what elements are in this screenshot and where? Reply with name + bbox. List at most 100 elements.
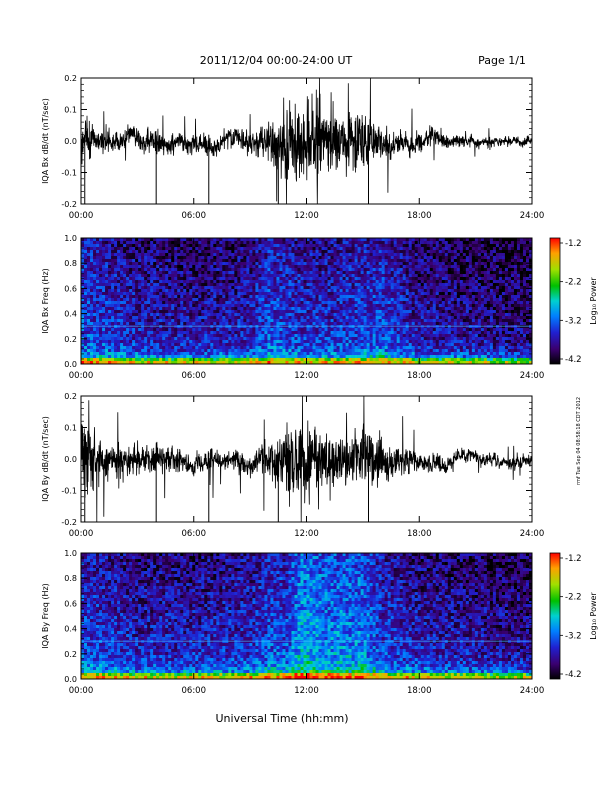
- heatmap-cell: [93, 328, 97, 332]
- heatmap-cell: [111, 325, 115, 329]
- heatmap-cell: [231, 319, 235, 323]
- heatmap-cell: [198, 256, 202, 260]
- heatmap-cell: [267, 352, 271, 356]
- heatmap-cell: [201, 355, 205, 359]
- heatmap-cell: [204, 334, 208, 338]
- heatmap-cell: [150, 322, 154, 326]
- heatmap-cell: [219, 337, 223, 341]
- heatmap-cell: [234, 250, 238, 254]
- heatmap-cell: [429, 247, 434, 251]
- heatmap-cell: [249, 241, 253, 245]
- heatmap-cell: [363, 298, 367, 302]
- heatmap-cell: [159, 313, 163, 317]
- heatmap-cell: [126, 319, 130, 323]
- heatmap-cell: [252, 334, 256, 338]
- heatmap-cell: [375, 346, 379, 350]
- heatmap-cell: [396, 253, 401, 257]
- heatmap-cell: [426, 271, 431, 275]
- heatmap-cell: [276, 319, 280, 323]
- heatmap-cell: [282, 334, 286, 338]
- heatmap-cell: [411, 244, 416, 248]
- heatmap-cell: [345, 277, 349, 281]
- heatmap-cell: [414, 295, 419, 299]
- heatmap-cell: [180, 301, 184, 305]
- heatmap-cell: [141, 301, 145, 305]
- heatmap-cell: [189, 319, 193, 323]
- heatmap-cell: [372, 271, 376, 275]
- heatmap-cell: [348, 349, 352, 353]
- heatmap-cell: [84, 307, 88, 311]
- heatmap-cell: [264, 331, 268, 335]
- heatmap-cell: [81, 358, 85, 362]
- heatmap-cell: [189, 334, 193, 338]
- heatmap-cell: [219, 286, 223, 290]
- heatmap-cell: [87, 250, 91, 254]
- heatmap-cell: [123, 301, 127, 305]
- heatmap-cell: [156, 265, 160, 269]
- heatmap-cell: [240, 304, 244, 308]
- heatmap-cell: [276, 346, 280, 350]
- heatmap-cell: [375, 265, 379, 269]
- heatmap-cell: [261, 316, 265, 320]
- heatmap-cell: [390, 289, 394, 293]
- heatmap-cell: [306, 280, 310, 284]
- heatmap-cell: [420, 256, 425, 260]
- heatmap-cell: [255, 274, 259, 278]
- heatmap-cell: [396, 259, 401, 263]
- heatmap-cell: [111, 343, 115, 347]
- heatmap-cell: [111, 316, 115, 320]
- heatmap-cell: [369, 238, 373, 242]
- heatmap-cell: [183, 283, 187, 287]
- heatmap-cell: [261, 280, 265, 284]
- heatmap-cell: [300, 361, 304, 365]
- heatmap-cell: [372, 361, 376, 365]
- heatmap-cell: [159, 346, 163, 350]
- heatmap-cell: [345, 340, 349, 344]
- heatmap-cell: [366, 298, 370, 302]
- heatmap-cell: [237, 313, 241, 317]
- heatmap-cell: [186, 355, 190, 359]
- heatmap-cell: [288, 328, 292, 332]
- heatmap-cell: [306, 325, 310, 329]
- heatmap-cell: [120, 331, 124, 335]
- heatmap-cell: [366, 265, 370, 269]
- heatmap-cell: [345, 295, 349, 299]
- heatmap-cell: [96, 355, 100, 359]
- heatmap-cell: [264, 268, 268, 272]
- heatmap-cell: [279, 343, 283, 347]
- heatmap-cell: [219, 250, 223, 254]
- heatmap-cell: [156, 307, 160, 311]
- heatmap-cell: [351, 268, 355, 272]
- heatmap-cell: [240, 301, 244, 305]
- heatmap-cell: [399, 295, 404, 299]
- heatmap-cell: [303, 280, 307, 284]
- heatmap-cell: [294, 331, 298, 335]
- heatmap-cell: [216, 286, 220, 290]
- heatmap-cell: [348, 334, 352, 338]
- heatmap-cell: [303, 328, 307, 332]
- heatmap-cell: [180, 298, 184, 302]
- heatmap-cell: [192, 274, 196, 278]
- heatmap-cell: [210, 259, 214, 263]
- heatmap-cell: [228, 322, 232, 326]
- heatmap-cell: [252, 331, 256, 335]
- heatmap-cell: [402, 337, 407, 341]
- heatmap-cell: [375, 331, 379, 335]
- heatmap-cell: [324, 274, 328, 278]
- heatmap-cell: [318, 298, 322, 302]
- heatmap-cell: [207, 271, 211, 275]
- heatmap-cell: [429, 250, 434, 254]
- heatmap-cell: [81, 313, 85, 317]
- heatmap-cell: [213, 253, 217, 257]
- heatmap-cell: [93, 310, 97, 314]
- heatmap-cell: [354, 301, 358, 305]
- heatmap-cell: [315, 298, 319, 302]
- heatmap-cell: [99, 289, 103, 293]
- heatmap-cell: [303, 334, 307, 338]
- heatmap-cell: [240, 253, 244, 257]
- heatmap-cell: [105, 253, 109, 257]
- heatmap-cell: [252, 259, 256, 263]
- heatmap-cell: [117, 289, 121, 293]
- heatmap-cell: [396, 355, 401, 359]
- heatmap-cell: [123, 238, 127, 242]
